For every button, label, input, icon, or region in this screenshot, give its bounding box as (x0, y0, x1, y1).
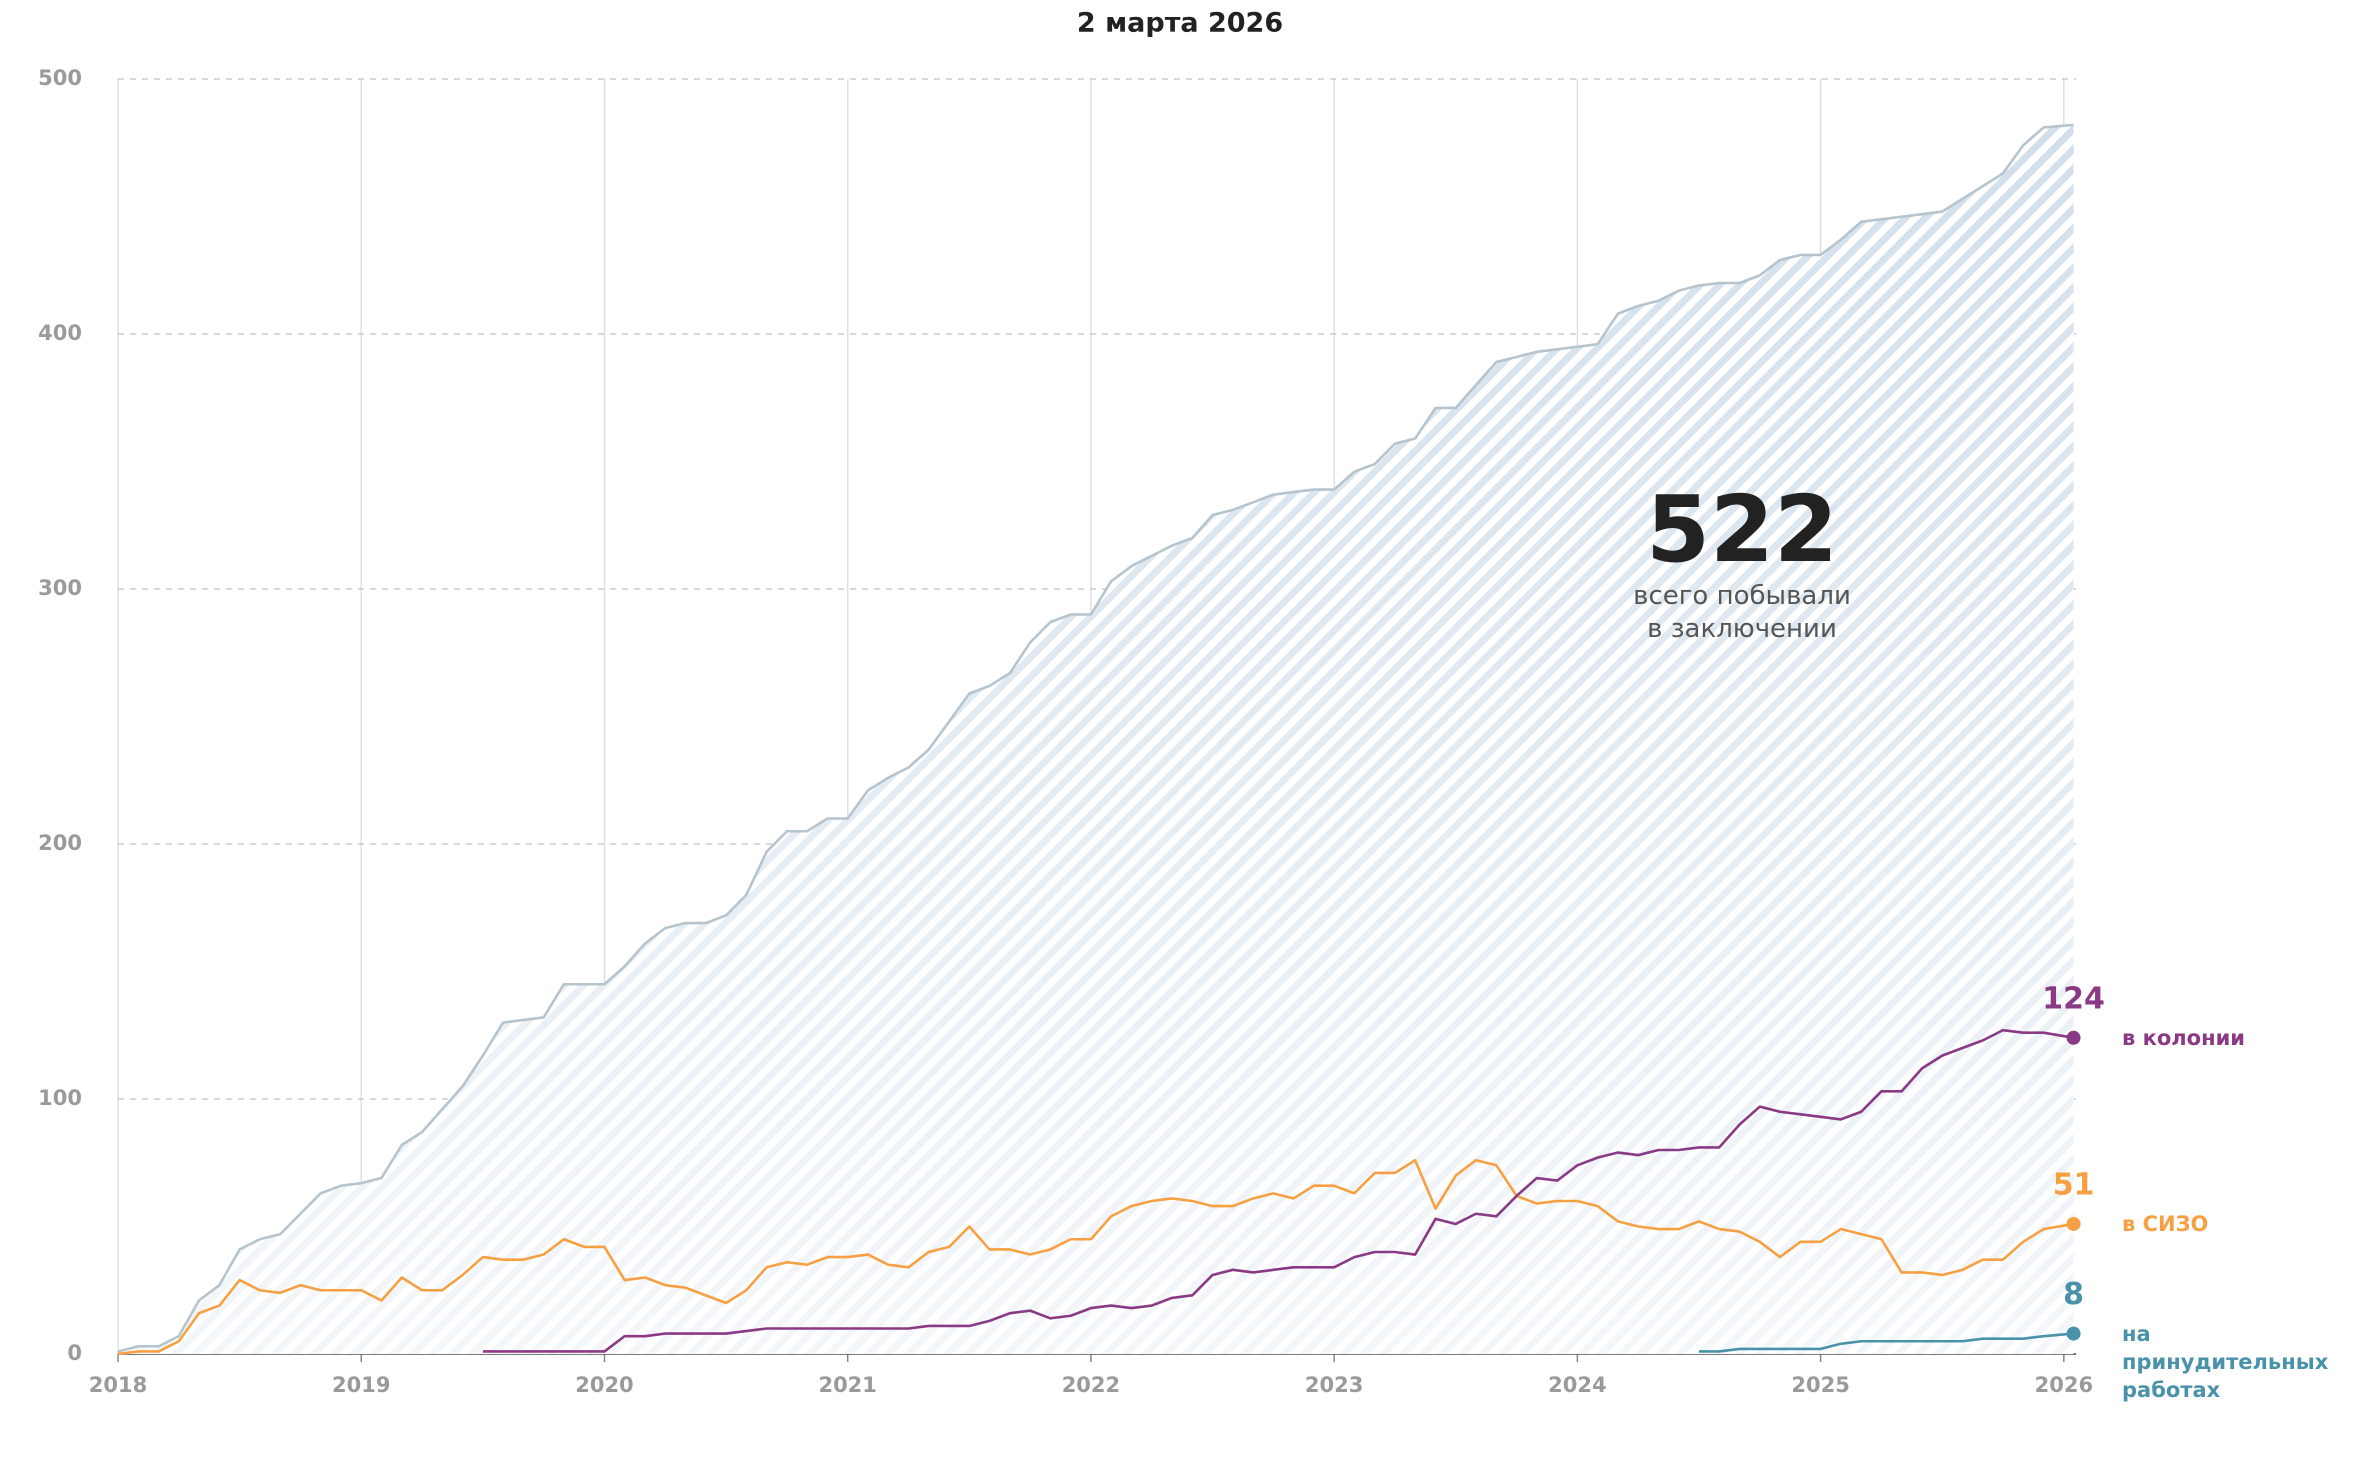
end-dot (2066, 1326, 2081, 1341)
series-line (1698, 1332, 2074, 1353)
y-tick-label: 300 (38, 576, 82, 600)
annotation-number: 522 (1645, 476, 1839, 583)
end-value-label: 51 (2053, 1167, 2095, 1202)
y-tick-label: 500 (38, 66, 82, 90)
legend-label: на принудительных работах (2122, 1321, 2329, 1402)
x-tick-label: 2023 (1305, 1373, 1363, 1397)
x-tick-label: 2024 (1548, 1373, 1606, 1397)
series-line (482, 1028, 2074, 1353)
y-tick-label: 0 (67, 1341, 82, 1365)
chart-title: 2 марта 2026 (1077, 8, 1283, 39)
y-tick-label: 100 (38, 1086, 82, 1110)
area-fade (118, 124, 2074, 1354)
x-tick-label: 2021 (818, 1373, 876, 1397)
x-tick-label: 2025 (1791, 1373, 1849, 1397)
legend-label: в СИЗО (2122, 1211, 2209, 1236)
series-line (117, 1158, 2074, 1356)
x-tick-label: 2018 (89, 1373, 147, 1397)
end-value-label: 124 (2042, 981, 2105, 1016)
y-tick-label: 200 (38, 831, 82, 855)
legend-label: в колонии (2122, 1025, 2246, 1050)
annotation-text: всего побывали в заключении (1633, 581, 1851, 644)
end-dot (2066, 1216, 2081, 1231)
x-tick-label: 2020 (575, 1373, 633, 1397)
x-tick-label: 2026 (2035, 1373, 2093, 1397)
end-dot (2066, 1030, 2081, 1045)
series-line (117, 123, 2074, 1353)
end-value-label: 8 (2063, 1277, 2084, 1312)
y-tick-label: 400 (38, 321, 82, 345)
annotation: 522 всего побывали в заключении (1542, 480, 1942, 646)
x-tick-label: 2019 (332, 1373, 390, 1397)
x-tick-label: 2022 (1062, 1373, 1120, 1397)
